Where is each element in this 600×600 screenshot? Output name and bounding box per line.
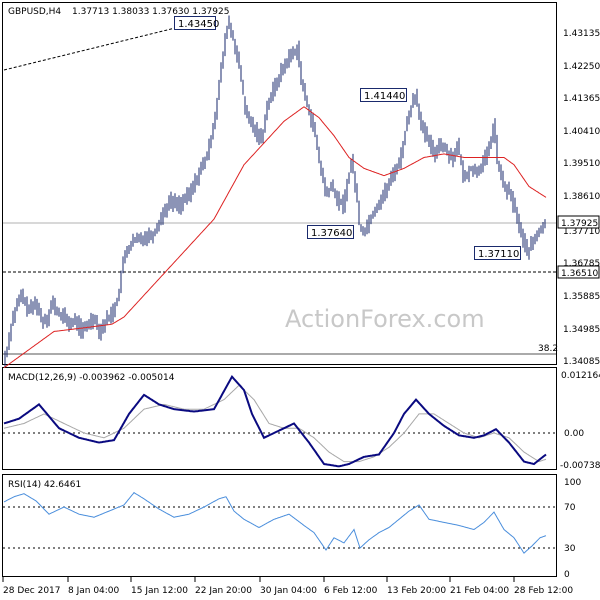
price-tick: 1.39510 — [563, 159, 600, 169]
annotation-high-2: 1.41440 — [360, 88, 407, 102]
price-tick: 1.35885 — [563, 292, 600, 302]
time-tick: 6 Feb 12:00 — [324, 586, 378, 596]
annotation-high-1-label: 1.43450 — [178, 19, 219, 30]
macd-tick: 0.00 — [564, 429, 584, 439]
time-tick: 28 Feb 12:00 — [514, 586, 573, 596]
rsi-tick: 100 — [564, 478, 581, 488]
annotation-low-2-label: 1.37110 — [478, 249, 519, 260]
price-tick: 1.43135 — [563, 29, 600, 39]
current-price-tag — [557, 215, 600, 229]
time-tick: 13 Feb 20:00 — [387, 586, 446, 596]
rsi-tick: 0 — [564, 570, 570, 580]
rsi-tick: 30 — [564, 544, 576, 554]
annotation-high-1: 1.43450 — [174, 16, 219, 30]
watermark: ActionForex.com — [285, 305, 485, 333]
annotation-high-2-label: 1.41440 — [364, 91, 405, 102]
current-price-label: 1.37925 — [561, 219, 598, 229]
price-panel-frame — [2, 2, 557, 365]
support-price-tag — [557, 265, 600, 279]
time-tick: 30 Jan 04:00 — [260, 586, 317, 596]
time-tick: 21 Feb 04:00 — [450, 586, 509, 596]
time-tick: 28 Dec 2017 — [3, 586, 61, 596]
price-tick: 1.34985 — [563, 325, 600, 335]
time-tick: 15 Jan 12:00 — [131, 586, 188, 596]
rsi-header: RSI(14) 42.6461 — [8, 480, 81, 490]
macd-tick: 0.012164 — [561, 371, 600, 381]
price-bars — [4, 15, 546, 368]
annotation-low-1-label: 1.37640 — [311, 228, 352, 239]
price-tick: 1.40410 — [563, 127, 600, 137]
price-tick: 1.41365 — [563, 94, 600, 104]
price-tick: 1.37710 — [563, 227, 600, 237]
fib-label: 38.2 — [538, 344, 558, 354]
rsi-panel-frame — [2, 474, 557, 577]
macd-panel-frame — [2, 367, 557, 470]
price-axis: 1.43135 1.42250 1.41365 1.40410 1.39510 … — [557, 29, 600, 367]
moving-average-line — [3, 106, 547, 369]
time-tick: 8 Jan 04:00 — [68, 586, 120, 596]
price-tick: 1.42250 — [563, 62, 600, 72]
support-price-label: 1.36510 — [561, 269, 598, 279]
chart-ohlc: 1.37713 1.38033 1.37630 1.37925 — [72, 7, 229, 17]
rsi-tick: 70 — [564, 503, 576, 513]
price-tick: 1.36785 — [563, 259, 600, 269]
macd-tick: -0.007384 — [560, 461, 600, 471]
price-tick: 1.34085 — [563, 357, 600, 367]
macd-line — [3, 374, 547, 468]
macd-signal-line — [3, 384, 547, 463]
annotation-low-1: 1.37640 — [307, 225, 354, 239]
time-axis: 28 Dec 2017 8 Jan 04:00 15 Jan 12:00 22 … — [2, 577, 573, 596]
price-tick: 1.38610 — [563, 192, 600, 202]
annotation-low-2: 1.37110 — [474, 246, 521, 260]
rsi-line — [3, 491, 547, 554]
macd-header: MACD(12,26,9) -0.003962 -0.005014 — [8, 373, 175, 383]
chart-title: GBPUSD,H4 — [8, 7, 61, 17]
time-tick: 22 Jan 20:00 — [195, 586, 252, 596]
